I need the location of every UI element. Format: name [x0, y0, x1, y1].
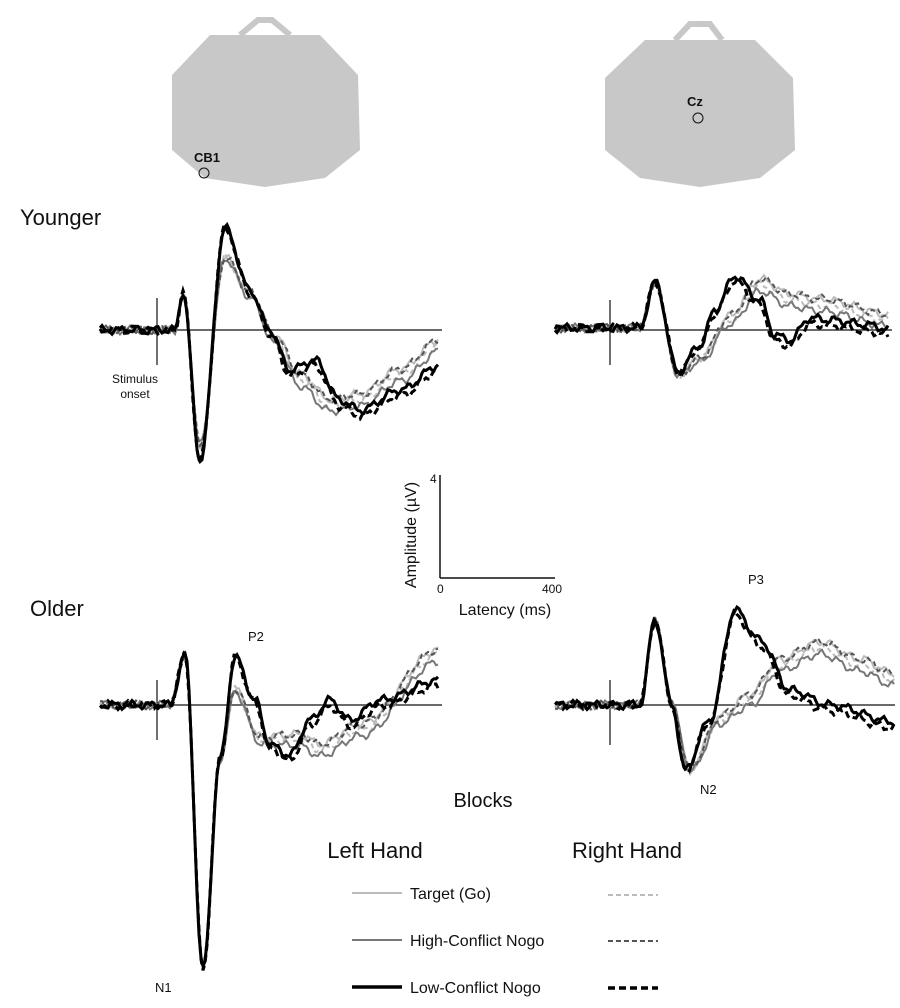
electrode-label: Cz	[687, 94, 703, 109]
scale-bar: 4 0 400 Amplitude (µV) Latency (ms)	[403, 472, 562, 619]
waveform	[554, 616, 895, 768]
nose	[672, 21, 725, 43]
head	[172, 35, 360, 187]
waveform	[99, 650, 440, 971]
legend-label: Target (Go)	[410, 886, 491, 903]
scale-label: Latency (ms)	[459, 602, 551, 619]
waveform	[554, 616, 895, 772]
waveform	[99, 256, 439, 448]
electrode	[692, 112, 704, 124]
waveform	[99, 259, 439, 442]
scalp-map-right: Cz	[605, 21, 795, 187]
waveform	[98, 222, 440, 463]
electrode	[198, 167, 210, 179]
waveform	[553, 275, 890, 377]
scalp-map-left: CB1	[172, 17, 360, 187]
stimulus-label: Stimulus onset	[111, 372, 158, 401]
peak-label: P3	[748, 572, 764, 587]
scale-label: 0	[437, 582, 444, 596]
waveform	[98, 221, 440, 464]
waveform	[99, 647, 439, 968]
legend-title: Blocks	[454, 790, 513, 812]
peak-label: P2	[248, 629, 264, 644]
waveform	[99, 254, 439, 448]
group-label: Older	[30, 596, 84, 621]
waveform	[554, 616, 895, 771]
waveform	[99, 646, 439, 965]
peak-label: N2	[700, 782, 717, 797]
scale-label: Amplitude (µV)	[403, 482, 420, 588]
waveform	[553, 276, 890, 379]
legend-label: High-Conflict Nogo	[410, 933, 544, 950]
peak-label: N1	[155, 980, 172, 995]
nose	[238, 17, 292, 38]
scale-label: 4	[430, 472, 437, 486]
waveform	[553, 604, 895, 771]
waveform	[554, 608, 896, 775]
waveform	[99, 252, 439, 451]
waveform	[98, 650, 440, 971]
electrode-label: CB1	[194, 150, 220, 165]
group-label: Younger	[20, 205, 101, 230]
scale-label: 400	[542, 582, 562, 596]
legend: Blocks Left Hand Right Hand Target (Go) …	[327, 790, 682, 997]
legend-column: Right Hand	[572, 838, 682, 863]
legend-column: Left Hand	[327, 838, 422, 863]
legend-label: Low-Conflict Nogo	[410, 980, 541, 997]
